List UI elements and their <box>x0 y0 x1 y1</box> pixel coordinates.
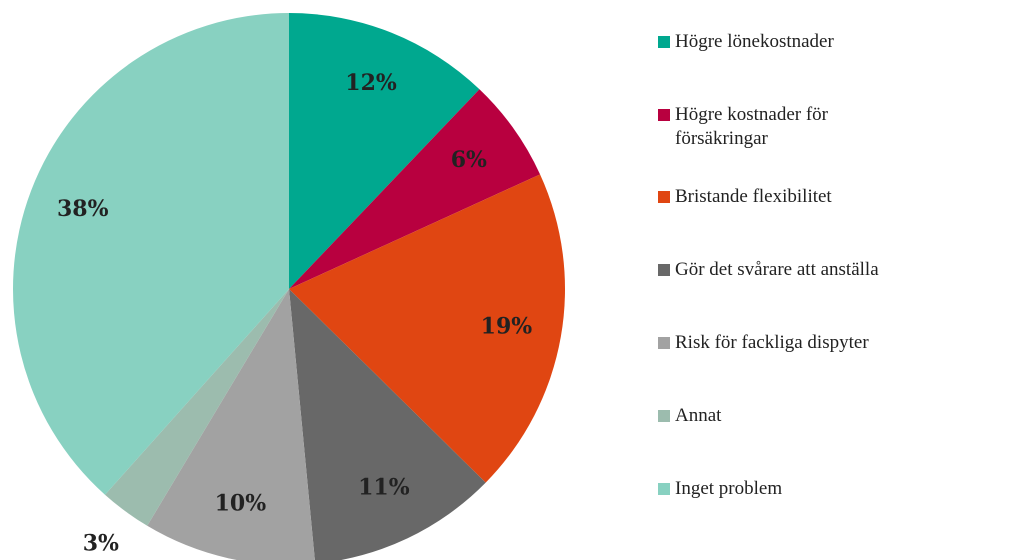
legend-item: Risk för fackliga dispyter <box>658 331 1026 404</box>
legend-item: Inget problem <box>658 477 1026 550</box>
data-label: 3% <box>83 531 119 557</box>
legend-item: Bristande flexibilitet <box>658 185 1026 258</box>
pie-slice <box>289 13 480 289</box>
pie-slice <box>289 89 541 289</box>
legend-item: Annat <box>658 404 1026 477</box>
pie-slice <box>289 174 565 483</box>
pie-slice <box>104 289 289 526</box>
legend-swatch <box>658 483 670 495</box>
data-label: 19% <box>481 313 533 339</box>
legend-swatch <box>658 36 670 48</box>
legend-item: Högre kostnader för försäkringar <box>658 103 1026 185</box>
pie-slice <box>147 289 315 560</box>
data-label: 12% <box>345 70 397 96</box>
legend: Högre lönekostnader Högre kostnader för f… <box>658 30 1026 550</box>
legend-label: Annat <box>675 405 722 426</box>
legend-swatch <box>658 191 670 203</box>
legend-label: Risk för fackliga dispyter <box>675 332 869 353</box>
legend-swatch <box>658 109 670 121</box>
legend-item: Gör det svårare att anställa <box>658 258 1026 331</box>
legend-swatch <box>658 337 670 349</box>
legend-swatch <box>658 264 670 276</box>
legend-label: Högre kostnader för försäkringar <box>675 104 829 149</box>
pie-slice <box>289 289 486 560</box>
data-label: 6% <box>451 147 487 173</box>
legend-label: Gör det svårare att anställa <box>675 259 879 280</box>
legend-swatch <box>658 410 670 422</box>
pie-slice <box>12 13 289 495</box>
legend-item: Högre lönekostnader <box>658 30 1026 103</box>
data-label: 38% <box>57 196 109 222</box>
chart: 12% 6% 19% 11% 10% 3% 38% <box>12 13 565 560</box>
data-label: 11% <box>358 474 410 500</box>
legend-label: Inget problem <box>675 478 783 499</box>
legend-label: Högre lönekostnader <box>675 31 834 52</box>
data-label: 10% <box>215 490 267 516</box>
legend-label: Bristande flexibilitet <box>675 186 832 207</box>
